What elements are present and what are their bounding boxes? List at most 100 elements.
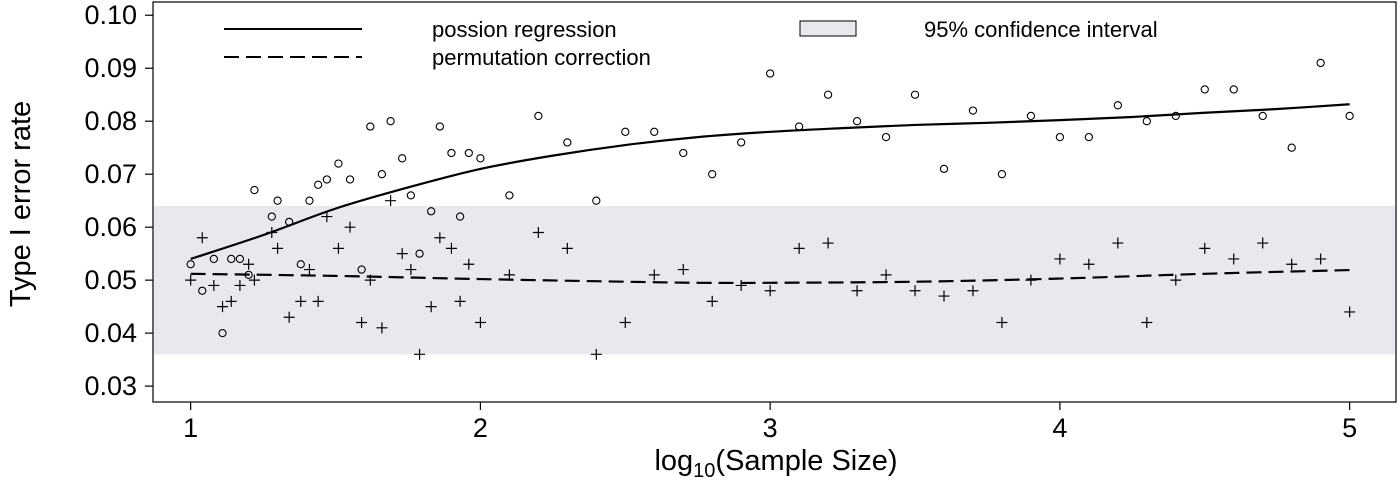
- y-tick-label: 0.03: [84, 371, 137, 401]
- regression-point: [592, 196, 601, 205]
- permutation-point: [272, 242, 284, 254]
- y-tick-label: 0.10: [84, 0, 137, 30]
- regression-point: [244, 270, 253, 279]
- regression-point: [267, 212, 276, 221]
- permutation-point: [303, 264, 315, 276]
- permutation-point: [312, 295, 324, 307]
- regression-point: [273, 196, 282, 205]
- permutation-point: [1025, 274, 1037, 286]
- y-tick-label: 0.08: [84, 106, 137, 136]
- permutation-point: [364, 274, 376, 286]
- permutation-point: [434, 232, 446, 244]
- regression-point: [305, 196, 314, 205]
- permutation-point: [1141, 317, 1153, 329]
- permutation-point: [967, 285, 979, 297]
- x-tick-label: 3: [763, 413, 778, 443]
- regression-point: [345, 175, 355, 184]
- permutation-point: [677, 264, 689, 276]
- permutation-point: [208, 279, 220, 291]
- regression-point: [198, 286, 207, 295]
- permutation-point: [590, 348, 602, 360]
- permutation-point: [503, 269, 515, 281]
- permutation-point: [321, 211, 333, 223]
- permutation-point: [454, 295, 466, 307]
- permutation-point: [1257, 237, 1269, 249]
- permutation-point: [445, 242, 457, 254]
- regression-point: [476, 154, 485, 163]
- permutation-point: [1199, 242, 1211, 254]
- legend-label-permutation: permutation correction: [432, 45, 651, 70]
- permutation-point: [1228, 253, 1240, 265]
- regression-point: [939, 164, 949, 174]
- regression-point: [766, 69, 775, 78]
- regression-point: [366, 122, 375, 131]
- y-tick-label: 0.07: [84, 159, 137, 189]
- permutation-point: [225, 295, 237, 307]
- permutation-point: [851, 285, 863, 297]
- regression-point: [1113, 101, 1122, 110]
- regression-point: [1316, 58, 1325, 68]
- permutation-point: [1286, 258, 1298, 270]
- regression-point: [679, 148, 688, 158]
- permutation-point: [463, 258, 475, 270]
- regression-point: [968, 106, 978, 115]
- y-tick-label: 0.06: [84, 212, 137, 242]
- regression-point: [334, 159, 343, 168]
- regression-point: [227, 254, 236, 264]
- permutation-point: [217, 301, 229, 313]
- regression-point: [881, 132, 891, 142]
- y-tick-label: 0.04: [84, 318, 137, 348]
- regression-point: [447, 148, 456, 158]
- permutation-point: [234, 279, 246, 291]
- regression-point: [285, 217, 294, 227]
- regression-point: [235, 254, 245, 264]
- regression-point: [398, 154, 407, 163]
- regression-point: [209, 254, 218, 264]
- permutation-point: [880, 269, 892, 281]
- x-tick-label: 4: [1052, 413, 1067, 443]
- legend: possion regression permutation correctio…: [224, 17, 1158, 70]
- data-markers: [185, 58, 1356, 360]
- permutation-point: [185, 274, 197, 286]
- permutation-point: [283, 311, 295, 323]
- regression-point: [1142, 117, 1151, 126]
- permutation-point: [344, 221, 356, 233]
- regression-point: [708, 170, 717, 179]
- permutation-point: [561, 242, 573, 254]
- regression-point: [534, 111, 543, 121]
- regression-point: [1229, 85, 1238, 94]
- regression-point: [852, 117, 862, 126]
- permutation-point: [938, 290, 950, 302]
- regression-point: [737, 138, 746, 147]
- permutation-point: [532, 226, 544, 238]
- permutation-point: [196, 232, 208, 244]
- regression-point: [296, 260, 305, 269]
- permutation-point: [1344, 306, 1356, 318]
- regression-point: [505, 191, 514, 200]
- permutation-point: [1054, 253, 1066, 265]
- permutation-point: [356, 317, 368, 329]
- y-tick-label: 0.09: [84, 53, 137, 83]
- regression-point: [250, 185, 259, 195]
- regression-point: [1026, 111, 1036, 121]
- permutation-point: [706, 295, 718, 307]
- regression-point: [322, 175, 331, 184]
- permutation-point: [909, 285, 921, 297]
- x-tick-label: 5: [1342, 413, 1357, 443]
- x-tick-label: 1: [183, 413, 198, 443]
- regression-point: [997, 170, 1007, 179]
- regression-point: [621, 127, 630, 136]
- permutation-point: [822, 237, 834, 249]
- x-axis-title: log10(Sample Size): [654, 445, 897, 480]
- permutation-point: [248, 274, 260, 286]
- permutation-point: [376, 322, 388, 334]
- permutation-point: [332, 242, 344, 254]
- regression-point: [794, 122, 804, 131]
- regression-fit-line: [190, 103, 1350, 260]
- regression-point: [415, 249, 424, 258]
- regression-point: [910, 90, 920, 99]
- permutation-point: [1083, 258, 1095, 270]
- x-tick-label: 2: [473, 413, 488, 443]
- regression-point: [1287, 143, 1296, 152]
- regression-point: [563, 138, 572, 147]
